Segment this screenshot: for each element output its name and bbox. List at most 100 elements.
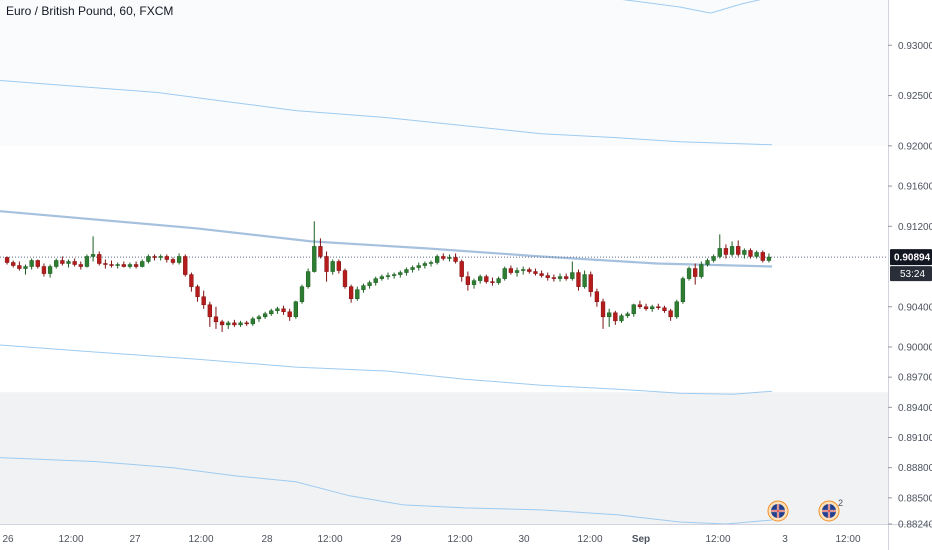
candle-body [391, 274, 397, 276]
candle-body [361, 285, 366, 290]
candle-body [471, 280, 477, 285]
candle-body [97, 254, 102, 264]
candle-body [41, 266, 47, 274]
candle-body [78, 264, 83, 267]
candle-body [416, 265, 421, 268]
candle-body [324, 256, 329, 272]
candle-body [607, 312, 612, 318]
candle-body [478, 276, 483, 281]
candle-body [729, 246, 735, 255]
price-axis-label: 0.88800 [898, 463, 932, 474]
candle-body [557, 276, 563, 279]
envelope-bottom-line [0, 457, 773, 525]
candle-body [373, 278, 378, 283]
candle-body [158, 256, 163, 258]
candle-body [613, 312, 618, 322]
time-axis-label: 30 [518, 534, 530, 545]
candle-body [140, 261, 145, 267]
candle-body [496, 278, 501, 283]
candle-body [656, 306, 661, 309]
candle-body [66, 261, 71, 264]
candle-body [23, 266, 28, 269]
time-axis-label: 12:00 [447, 534, 472, 545]
lower-band-bg [0, 392, 888, 524]
candle-body [4, 257, 10, 263]
candle-body [643, 306, 649, 310]
candle-body [527, 269, 532, 272]
candle-body [582, 274, 587, 287]
candle-body [207, 304, 212, 318]
candle-body [662, 307, 667, 312]
candle-body [686, 268, 692, 279]
candle-body [766, 256, 772, 261]
candle-body [336, 261, 342, 271]
candle-body [146, 256, 151, 262]
candle-body [195, 286, 200, 297]
candle-body [164, 256, 169, 260]
candle-body [674, 301, 679, 318]
time-axis-label: 3 [782, 534, 788, 545]
candle-body [275, 308, 280, 312]
candle-body [570, 272, 575, 279]
candle-body [680, 278, 686, 302]
time-axis-label: 28 [261, 534, 273, 545]
candle-body [219, 321, 225, 326]
candle-body [348, 286, 354, 299]
event-badge-count: 2 [838, 498, 843, 508]
candle-body [232, 322, 237, 326]
candle-body [545, 275, 550, 278]
time-axis-label: 12:00 [577, 534, 602, 545]
candle-body [760, 252, 765, 261]
candle-body [121, 264, 126, 267]
candle-body [54, 260, 59, 267]
candle-body [398, 272, 403, 275]
time-axis-label: 27 [129, 534, 141, 545]
price-axis-label: 0.92500 [898, 91, 932, 102]
candle-body [484, 276, 489, 282]
candle-body [699, 264, 704, 277]
candle-body [441, 256, 446, 259]
time-axis-label: 12:00 [58, 534, 83, 545]
candle-body [133, 264, 139, 267]
candle-body [152, 256, 157, 258]
candle-body [269, 310, 274, 315]
envelope-lower-line [0, 344, 773, 395]
candle-body [748, 250, 753, 257]
candle-body [631, 304, 636, 315]
price-axis-label: 0.89700 [898, 373, 932, 384]
candle-body [736, 246, 741, 255]
price-axis-label: 0.91200 [898, 222, 932, 233]
candle-body [447, 257, 452, 259]
candle-body [434, 256, 440, 263]
candle-body [625, 313, 630, 317]
candle-body [189, 274, 194, 287]
candle-body [305, 271, 311, 287]
price-axis-label: 0.90000 [898, 342, 932, 353]
price-axis-label: 0.89100 [898, 433, 932, 444]
candle-body [600, 301, 606, 318]
candle-body [238, 322, 243, 326]
candle-body [502, 268, 507, 279]
candle-body [17, 265, 22, 269]
candle-body [508, 268, 514, 273]
candle-body [459, 261, 464, 277]
candle-body [693, 268, 698, 277]
mid-band-bg [0, 145, 888, 393]
candle-body [717, 248, 722, 257]
candle-body [404, 269, 409, 273]
moving-average-line [0, 210, 773, 268]
time-axis-label: 26 [2, 534, 14, 545]
candle-body [711, 256, 716, 261]
price-axis-label: 0.92000 [898, 141, 932, 152]
candle-body [293, 301, 298, 318]
envelope-top-line [622, 0, 762, 14]
price-axis-label: 0.93000 [898, 41, 932, 52]
time-axis-label: 12:00 [705, 534, 730, 545]
candle-body [514, 270, 520, 273]
upper-band-bg [0, 0, 888, 146]
price-axis-label: 0.88500 [898, 493, 932, 504]
candle-body [342, 270, 348, 287]
price-axis-label: 0.88240 [898, 520, 932, 531]
